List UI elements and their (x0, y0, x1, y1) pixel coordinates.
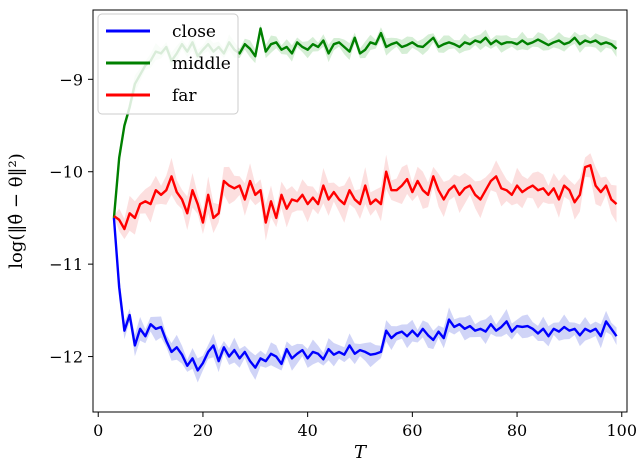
y-tick-label: −12 (49, 348, 83, 367)
x-axis-ticks: 0 20 40 60 80 100 (93, 412, 637, 440)
band-close (113, 217, 617, 383)
series-line-close (112, 217, 618, 372)
x-axis-label: T (354, 442, 368, 463)
y-tick-label: −11 (49, 255, 83, 274)
x-tick-label: 40 (297, 421, 317, 440)
y-tick-label: −10 (49, 163, 83, 182)
legend-label-middle: middle (172, 54, 231, 74)
legend-box (97, 13, 239, 115)
x-tick-label: 20 (193, 421, 213, 440)
series-line-far (113, 164, 618, 231)
y-axis-label: log(‖θ̂ − θ‖²) (6, 153, 27, 269)
legend-label-close: close (172, 22, 216, 42)
legend: close middle far (97, 13, 239, 115)
legend-label-far: far (172, 86, 197, 106)
x-tick-label: 100 (606, 421, 637, 440)
plot-frame (92, 9, 628, 413)
y-tick-label: −9 (59, 70, 83, 89)
y-axis-ticks: −12 −11 −10 −9 (49, 70, 93, 367)
x-tick-label: 0 (93, 421, 103, 440)
band-far (113, 153, 617, 241)
x-tick-label: 60 (402, 421, 422, 440)
x-tick-label: 80 (507, 421, 527, 440)
